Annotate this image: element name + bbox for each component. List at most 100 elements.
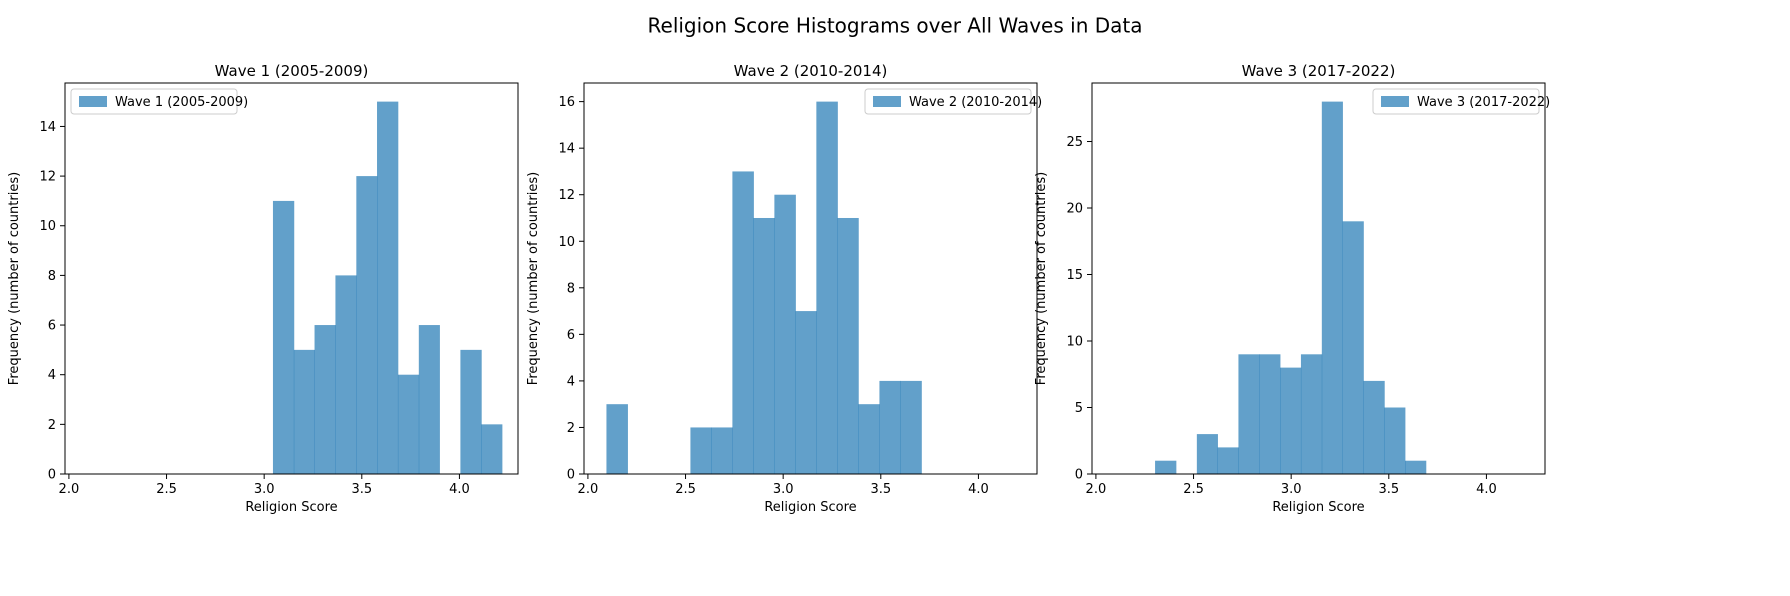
histogram-bar [606,404,628,474]
x-tick-label: 3.5 [351,482,372,497]
y-tick-label: 14 [39,120,56,135]
legend-box [1372,88,1540,115]
y-tick-label: 2 [48,418,56,433]
histogram-bar [1384,407,1406,474]
y-tick-label: 14 [558,142,575,157]
histogram-bars [606,101,922,475]
histogram-bar [1300,354,1323,474]
legend-swatch [873,96,901,107]
histogram-bar [356,176,378,474]
histogram-bar [1405,460,1427,474]
histogram-bar [711,427,733,474]
histogram-bar [377,101,399,475]
axes-frame [1091,82,1546,475]
x-axis-label: Religion Score [1272,500,1364,515]
x-tick-label: 3.0 [1281,482,1302,497]
histogram-bar [314,325,336,474]
y-axis-label: Frequency (number of countries) [1034,172,1049,385]
y-tick-label: 0 [567,468,575,483]
histogram-bar [335,275,357,474]
legend: Wave 2 (2010-2014) [864,88,1042,115]
histogram-panel-2: 2.0 2.5 3.0 3.5 4.0 0 2 4 6 8 10 12 14 16 Wave 2 (2010… [526,62,1042,515]
histogram-bar [816,101,838,475]
histogram-bars [272,101,503,475]
y-tick-label: 6 [48,319,56,334]
histogram-bar [1342,221,1364,474]
y-tick-label: 0 [1075,468,1083,483]
x-tick-label: 2.0 [1086,482,1107,497]
legend: Wave 3 (2017-2022) [1372,88,1550,115]
legend-label: Wave 1 (2005-2009) [115,95,248,110]
histogram-bar [293,349,315,474]
axes-frame [64,82,519,475]
histogram-bar [900,380,922,474]
legend: Wave 1 (2005-2009) [70,88,248,115]
histogram-bar [1238,354,1260,474]
histogram-bar [1155,460,1177,474]
y-tick-label: 16 [558,95,575,110]
histogram-bar [460,349,482,474]
y-tick-label: 10 [558,235,575,250]
histogram-bar [1280,367,1302,474]
axes-frame [583,82,1038,475]
histogram-bar [1196,434,1218,474]
x-axis-label: Religion Score [245,500,337,515]
y-axis-label: Frequency (number of countries) [526,172,541,385]
x-tick-label: 3.0 [773,482,794,497]
histogram-bar [397,374,420,474]
x-tick-label: 2.5 [675,482,696,497]
y-tick-label: 8 [48,269,56,284]
histogram-bar [1321,101,1343,475]
legend-box [864,88,1032,115]
y-tick-label: 2 [567,421,575,436]
y-axis-label: Frequency (number of countries) [7,172,22,385]
figure-suptitle: Religion Score Histograms over All Waves… [648,14,1143,38]
legend-label: Wave 3 (2017-2022) [1417,95,1550,110]
x-tick-label: 3.5 [1378,482,1399,497]
y-tick-label: 4 [48,368,56,383]
histogram-bars [1155,101,1427,475]
y-tick-label: 8 [567,281,575,296]
histogram-bar [272,200,295,475]
x-tick-label: 2.5 [1183,482,1204,497]
histogram-bar [753,217,775,475]
histogram-bar [795,311,817,474]
y-tick-label: 12 [39,170,56,185]
y-tick-label: 4 [567,374,575,389]
y-tick-label: 10 [39,219,56,234]
histogram-bar [879,380,901,474]
axes-title: Wave 3 (2017-2022) [1242,62,1396,80]
x-tick-label: 3.5 [870,482,891,497]
histogram-bar [774,194,796,474]
y-tick-label: 15 [1066,268,1083,283]
y-tick-label: 12 [558,188,575,203]
histogram-panel-1: 2.0 2.5 3.0 3.5 4.0 0 2 4 6 8 10 12 14 Wave 1 (2005-2… [7,62,519,515]
legend-swatch [79,96,107,107]
histogram-bar [1259,354,1281,474]
histogram-bar [837,217,859,475]
x-tick-label: 4.0 [968,482,989,497]
axes-title: Wave 2 (2010-2014) [734,62,888,80]
y-tick-label: 5 [1075,401,1083,416]
y-tick-label: 20 [1066,202,1083,217]
histogram-bar [690,427,712,474]
y-tick-label: 0 [48,468,56,483]
x-tick-label: 2.0 [59,482,80,497]
histogram-bar [732,171,754,474]
histogram-bar [481,424,503,474]
y-tick-label: 6 [567,328,575,343]
x-tick-label: 4.0 [449,482,470,497]
y-tick-label: 10 [1066,335,1083,350]
x-tick-label: 3.0 [254,482,275,497]
x-tick-label: 2.5 [156,482,177,497]
histogram-bar [858,404,880,474]
legend-swatch [1381,96,1409,107]
x-tick-label: 4.0 [1476,482,1497,497]
histogram-panel-3: 2.0 2.5 3.0 3.5 4.0 0 5 10 15 20 25 Wave 3 (2017-20… [1034,62,1550,515]
histogram-bar [1363,380,1385,474]
legend-box [70,88,238,115]
legend-label: Wave 2 (2010-2014) [909,95,1042,110]
x-axis-label: Religion Score [764,500,856,515]
histogram-bar [418,325,440,474]
